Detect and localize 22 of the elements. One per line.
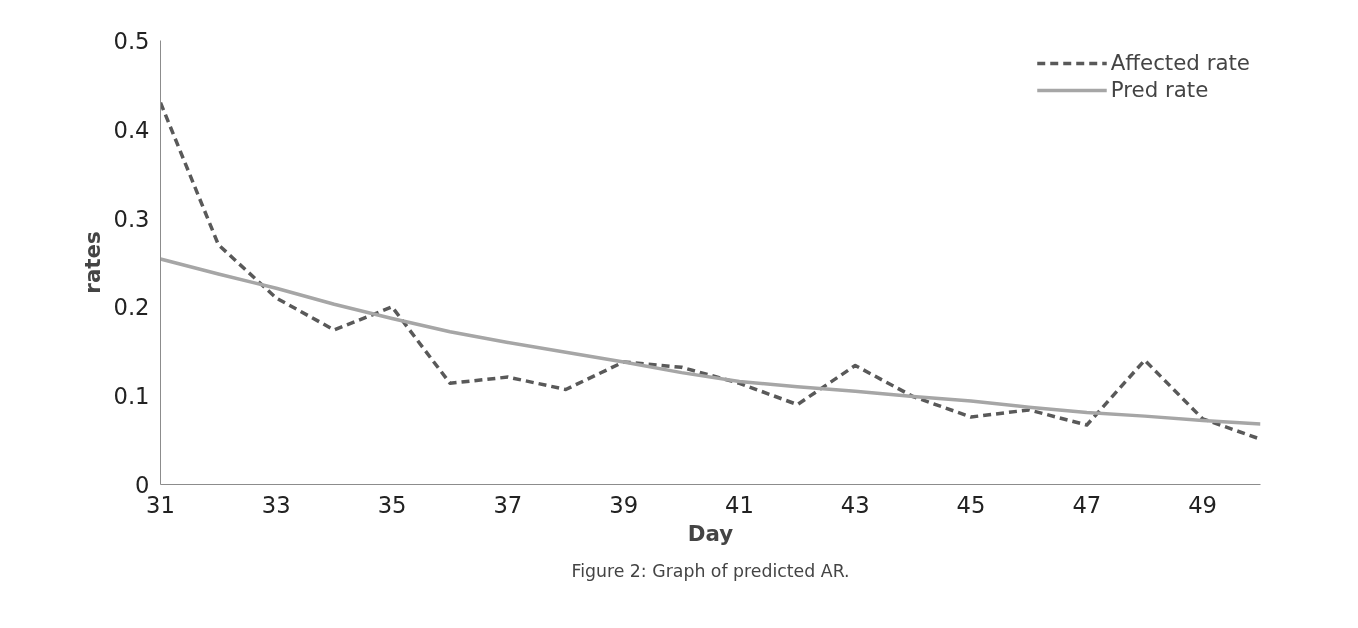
x-tick-label: 47: [1072, 491, 1102, 518]
x-tick-label: 41: [725, 491, 754, 518]
legend-label: Pred rate: [1110, 77, 1209, 102]
x-tick-label: 39: [609, 491, 639, 518]
x-tick-label: 49: [1188, 491, 1218, 518]
y-tick-label: 0.2: [113, 294, 150, 321]
line-series: [160, 257, 1261, 426]
y-tick-label: 0.1: [113, 383, 150, 410]
x-tick-label: 31: [146, 491, 175, 518]
line-series: [160, 100, 1261, 441]
x-tick-label: 33: [261, 491, 291, 518]
x-tick-label: 37: [493, 491, 523, 518]
x-tick-label: 45: [956, 491, 986, 518]
x-tick-label: 35: [377, 491, 407, 518]
y-tick-label: 0.3: [113, 205, 150, 232]
y-tick-label: 0.5: [113, 28, 150, 54]
legend-label: Affected rate: [1110, 50, 1250, 75]
y-axis-title: rates: [80, 231, 106, 294]
caption: Figure 2: Graph of predicted AR.: [571, 560, 850, 581]
y-tick-label: 0.4: [113, 116, 150, 143]
x-axis-title: Day: [687, 520, 734, 546]
x-tick-label: 43: [840, 491, 870, 518]
